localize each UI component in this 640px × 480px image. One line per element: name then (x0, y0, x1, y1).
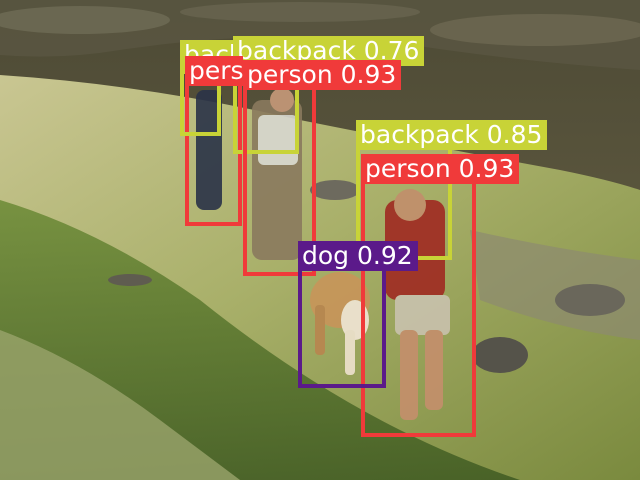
person-label-1: person 0.91 (185, 56, 243, 86)
dog-label: dog 0.92 (298, 241, 418, 271)
dog-box (298, 267, 386, 388)
person-label-3: person 0.93 (361, 154, 520, 184)
person-label-2: person 0.93 (243, 60, 402, 90)
backpack-label-3: backpack 0.85 (356, 120, 548, 150)
